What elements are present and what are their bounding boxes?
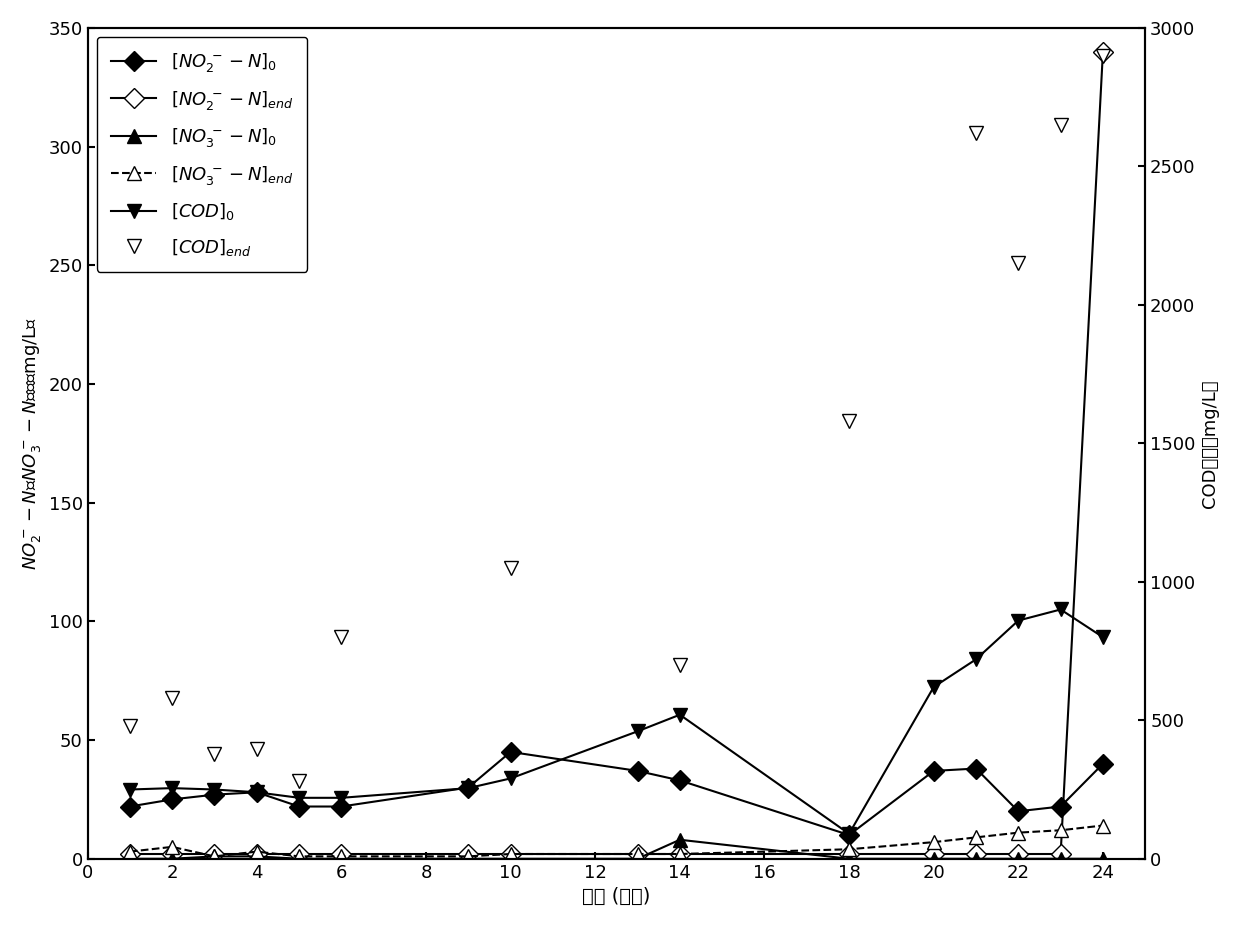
Y-axis label: $NO_2^--N$和$NO_3^--N$浓度（mg/L）: $NO_2^--N$和$NO_3^--N$浓度（mg/L） [21,317,43,570]
Y-axis label: COD浓度（mg/L）: COD浓度（mg/L） [1202,379,1219,508]
Legend: $[NO_2^{\,-}-N]_0$, $[NO_2^{\,-}-N]_{end}$, $[NO_3^{\,-}-N]_0$, $[NO_3^{\,-}-N]_: $[NO_2^{\,-}-N]_0$, $[NO_2^{\,-}-N]_{end… [97,37,308,272]
X-axis label: 时间 (周期): 时间 (周期) [583,887,651,907]
